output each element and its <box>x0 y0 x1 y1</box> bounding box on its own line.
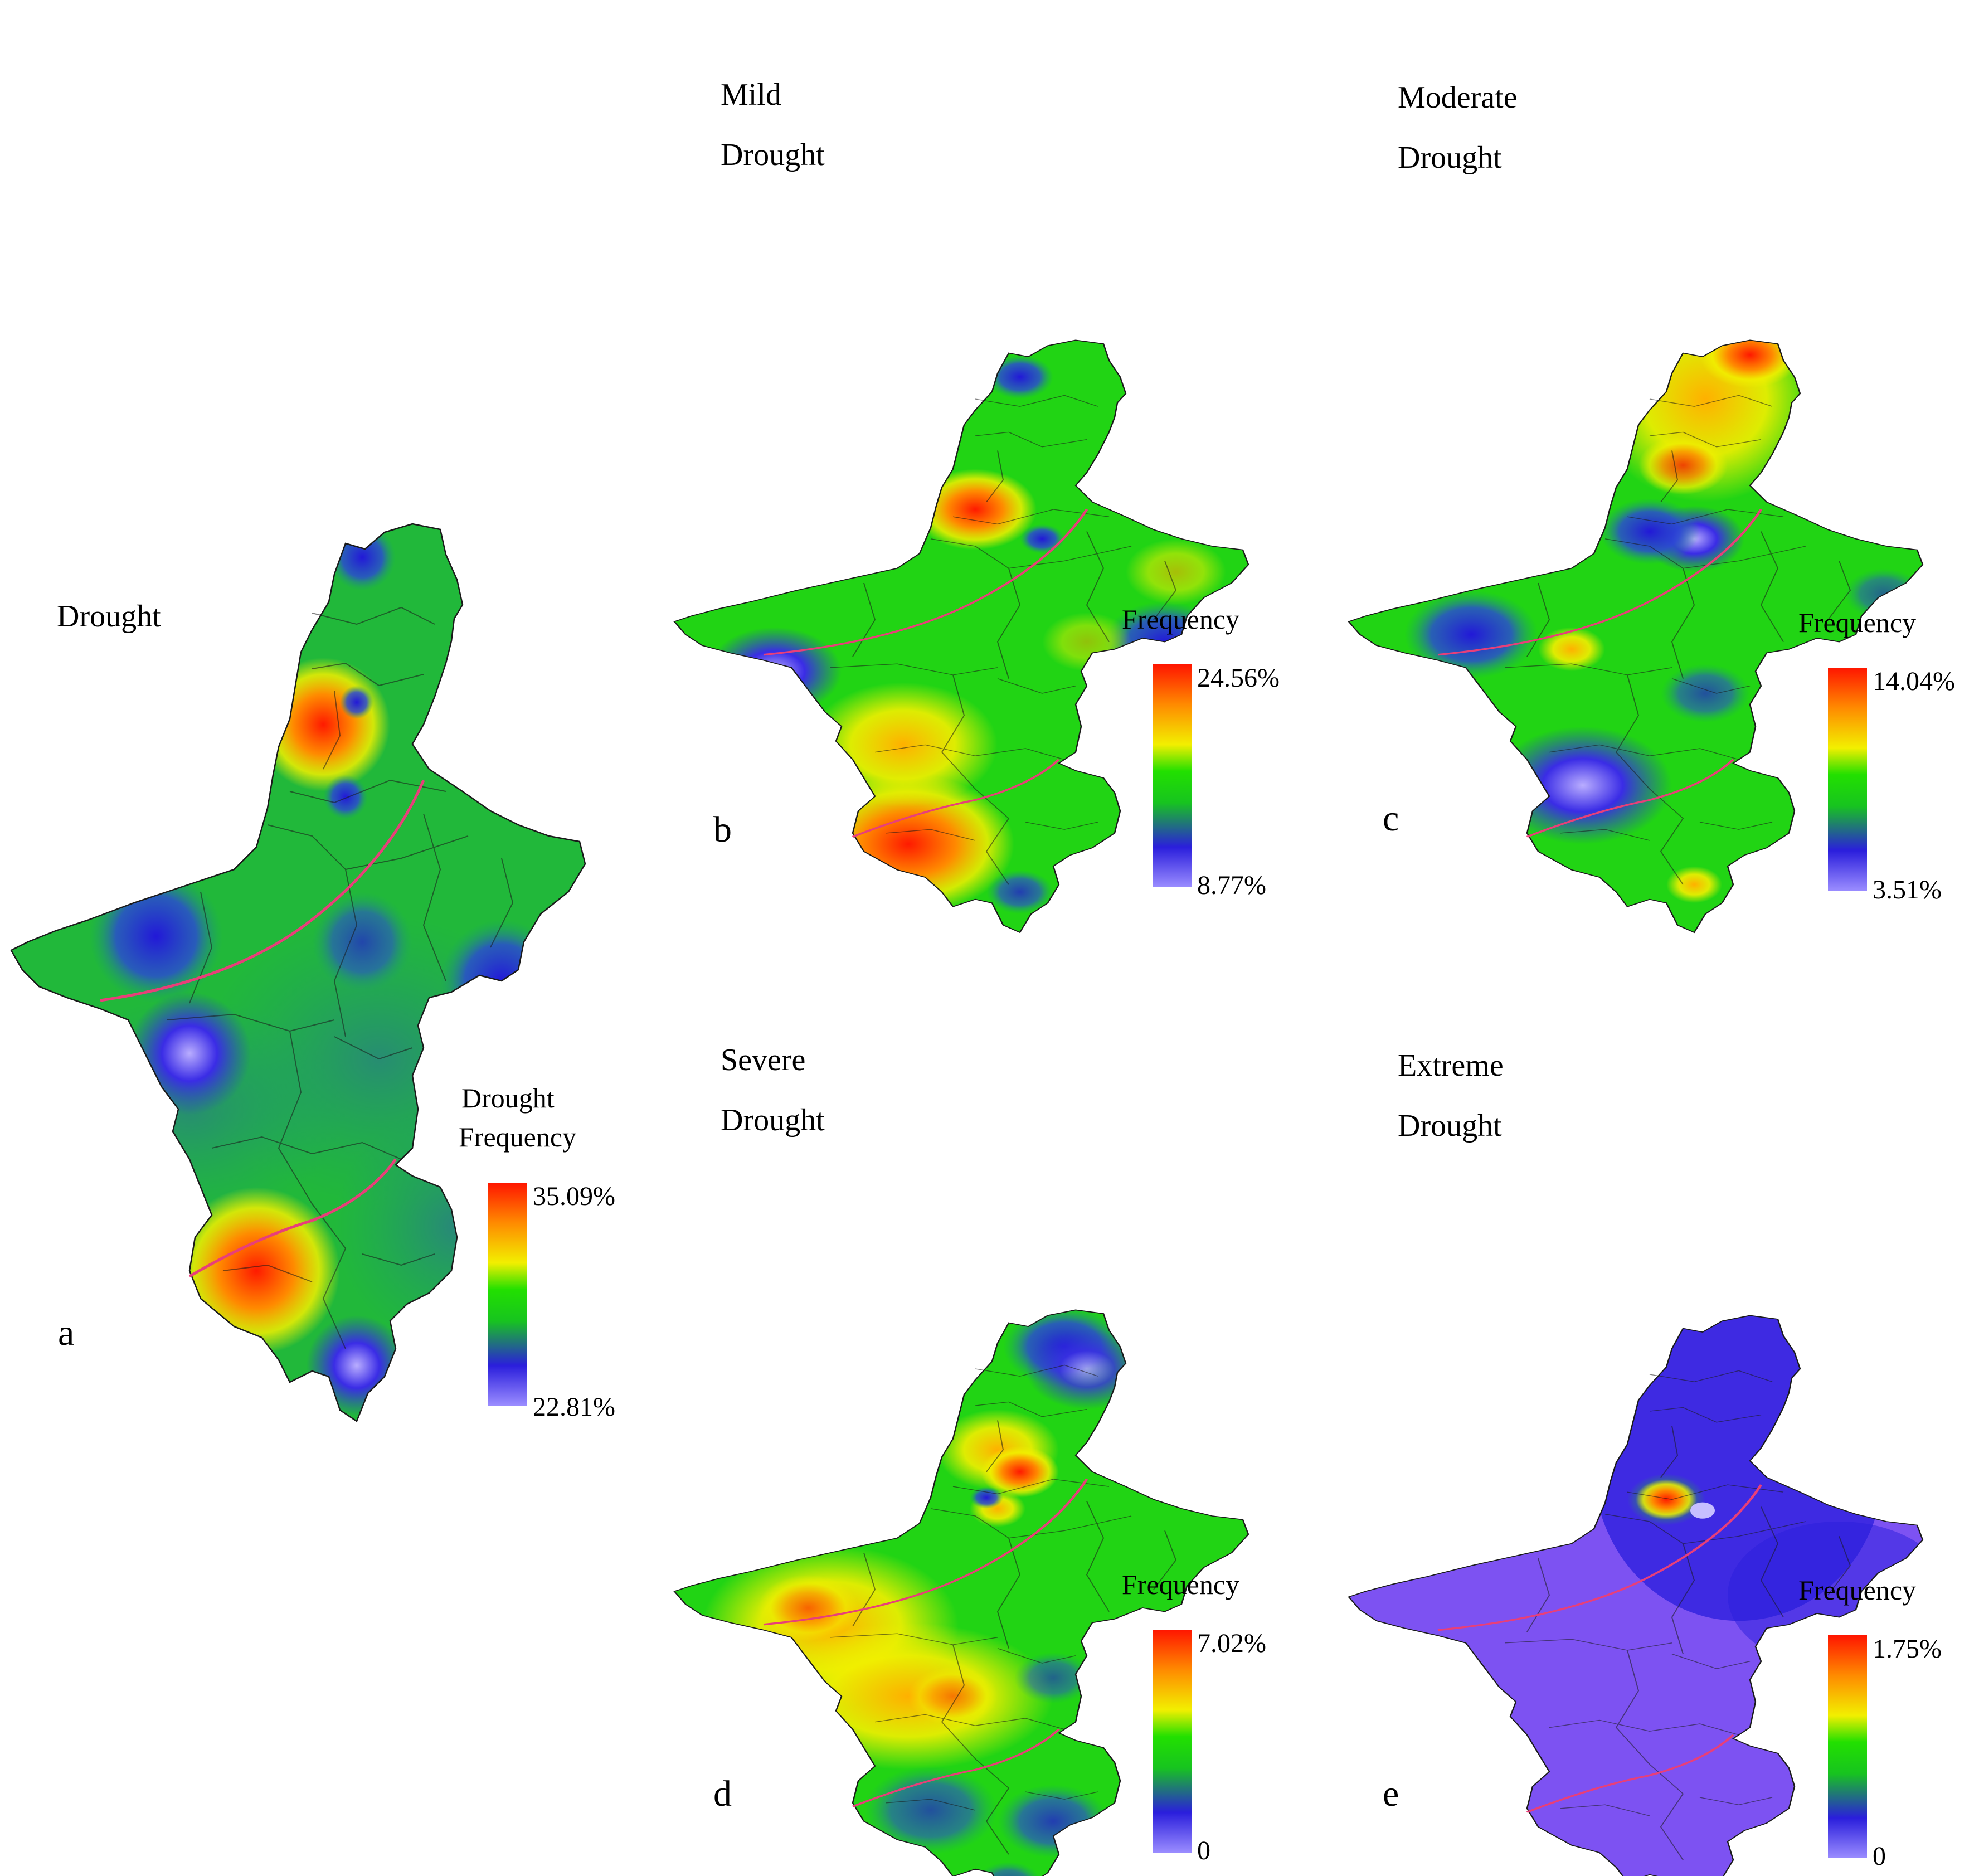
panel-c-legend-title-line-1: Frequency <box>1798 607 1916 638</box>
panel-e-scale-max: 1.75% <box>1873 1634 1942 1664</box>
panel-e-label: e <box>1383 1773 1399 1814</box>
panel-b-scale-max: 24.56% <box>1197 663 1280 693</box>
panel-a-legend-title-line-1: Drought <box>461 1082 555 1114</box>
panel-b-color-scale <box>1153 664 1192 887</box>
panel-b-legend-title-line-1: Frequency <box>1122 604 1239 635</box>
panel-b-label: b <box>713 809 732 850</box>
panel-a-legend-title-line-2: Frequency <box>459 1121 576 1153</box>
panel-a-color-scale <box>488 1183 527 1406</box>
panel-d-legend-title-line-1: Frequency <box>1122 1569 1239 1600</box>
panel-d-scale-max: 7.02% <box>1197 1629 1266 1658</box>
panel-e: Extreme Drought e Frequency 1.75% 0 <box>1348 1048 1942 1876</box>
panel-d-color-scale <box>1153 1630 1192 1853</box>
panel-b-scale-min: 8.77% <box>1197 871 1266 900</box>
panel-e-title-line-1: Extreme <box>1398 1048 1504 1083</box>
panel-d: Severe Drought d Frequency 7.02% 0 <box>673 1043 1266 1876</box>
panel-c: Moderate Drought c Frequency 14.04% 3.51… <box>1348 80 1955 934</box>
panel-c-title-line-1: Moderate <box>1398 80 1518 115</box>
panel-c-scale-min: 3.51% <box>1873 875 1942 905</box>
panel-c-scale-max: 14.04% <box>1873 667 1955 696</box>
panel-d-title-line-2: Drought <box>721 1103 825 1138</box>
panel-a-scale-min: 22.81% <box>533 1392 615 1422</box>
panel-c-color-scale <box>1828 668 1867 891</box>
panel-b: Mild Drought b Frequency 24.56% 8.77% <box>673 77 1280 934</box>
panel-a: Drought a Drought Frequency 35.09% 22.81… <box>10 523 615 1422</box>
panel-a-title-line-1: Drought <box>57 599 161 634</box>
panel-b-title-line-2: Drought <box>721 138 825 172</box>
panel-a-label: a <box>58 1313 74 1353</box>
panel-d-title-line-1: Severe <box>721 1043 805 1077</box>
panel-b-title-line-1: Mild <box>721 77 781 112</box>
panel-a-scale-max: 35.09% <box>533 1182 615 1211</box>
panel-d-label: d <box>713 1773 732 1814</box>
panel-e-legend-title-line-1: Frequency <box>1798 1574 1916 1606</box>
panel-e-scale-min: 0 <box>1873 1841 1886 1871</box>
panel-e-color-scale <box>1828 1635 1867 1858</box>
panel-c-label: c <box>1383 798 1399 839</box>
panel-d-scale-min: 0 <box>1197 1836 1210 1865</box>
panel-e-title-line-2: Drought <box>1398 1109 1502 1143</box>
panel-c-title-line-2: Drought <box>1398 140 1502 175</box>
